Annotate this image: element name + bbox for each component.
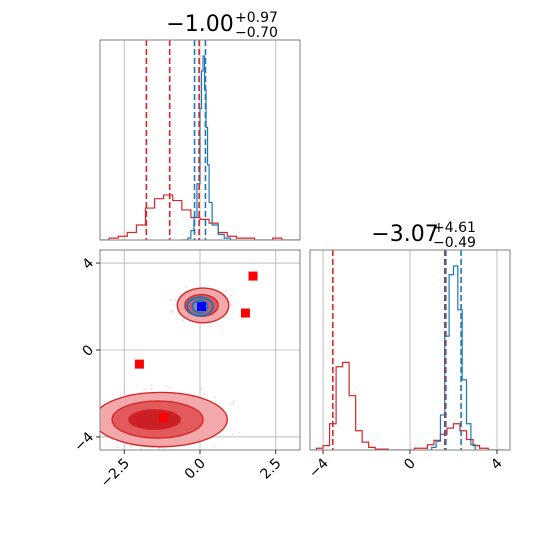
scatter-point	[174, 298, 177, 301]
scatter-point	[163, 447, 166, 450]
scatter-point	[82, 410, 84, 412]
best-fit-marker-4	[197, 302, 207, 312]
scatter-point	[238, 431, 241, 434]
scatter-point	[140, 447, 143, 449]
scatter-point	[225, 289, 227, 292]
title-upper-right: +4.61	[433, 220, 476, 236]
scatter-point	[214, 396, 216, 399]
title-lower-top: −0.70	[235, 25, 278, 41]
scatter-point	[231, 303, 233, 306]
scatter-point	[225, 314, 227, 317]
scatter-point	[130, 446, 133, 449]
scatter-point	[86, 407, 88, 409]
y-tick-label-contour-1: 0	[80, 342, 98, 360]
marks-contour	[82, 271, 258, 450]
hist-series-right-0	[310, 361, 506, 450]
y-tick-label-contour-0: −4	[71, 429, 97, 455]
y-tick-label-contour-2: 4	[80, 255, 98, 273]
x-tick-label-contour-0: −2.5	[98, 456, 133, 491]
scatter-point	[165, 385, 168, 388]
scatter-point	[170, 298, 173, 301]
blue-contour-0	[186, 296, 214, 317]
panel-title-right: −3.07	[371, 222, 438, 247]
title-lower-right: −0.49	[433, 235, 476, 251]
x-tick-label-right-0: −4	[306, 455, 332, 481]
marks-top	[100, 40, 300, 240]
best-fit-marker-1	[240, 308, 250, 318]
panel-title-top: −1.00	[166, 12, 233, 37]
scatter-point	[83, 426, 85, 428]
scatter-point	[203, 393, 205, 395]
hist-series-right-1	[427, 265, 480, 450]
title-value-top: −1.00	[166, 12, 233, 37]
x-ticks-contour: −2.5 0.0 2.5	[98, 450, 285, 491]
scatter-point	[232, 399, 235, 402]
scatter-point	[143, 388, 146, 391]
title-upper-top: +0.97	[235, 10, 278, 26]
scatter-point	[169, 386, 172, 389]
best-fit-marker-2	[134, 359, 144, 369]
grid-right	[322, 250, 498, 450]
contour-panel: −2.5 0.0 2.5 −4 0 4	[71, 249, 301, 491]
scatter-point	[150, 388, 152, 390]
scatter-point	[116, 446, 119, 449]
scatter-point	[170, 310, 172, 313]
frame-top	[99, 39, 301, 241]
scatter-point	[150, 384, 153, 387]
scatter-point	[200, 387, 203, 390]
histogram-panel-right: −4 0 4 −3.07 +4.61 −0.49	[306, 220, 511, 481]
x-tick-label-right-2: 4	[488, 455, 506, 473]
x-ticks-right: −4 0 4	[306, 450, 506, 481]
x-tick-label-right-1: 0	[401, 456, 419, 474]
x-tick-label-contour-1: 0.0	[182, 456, 209, 483]
scatter-point	[174, 304, 176, 307]
scatter-point	[232, 402, 235, 405]
scatter-point	[94, 417, 96, 419]
red-contour-2	[128, 409, 182, 431]
scatter-point	[231, 433, 234, 435]
y-ticks-contour: −4 0 4	[71, 255, 100, 455]
scatter-point	[185, 286, 188, 288]
scatter-point	[158, 447, 161, 449]
histogram-panel-top: −1.00 +0.97 −0.70	[99, 10, 301, 241]
scatter-point	[209, 325, 212, 328]
scatter-point	[213, 445, 216, 448]
best-fit-marker-0	[248, 271, 258, 281]
scatter-point	[229, 294, 232, 297]
scatter-point	[182, 319, 184, 322]
marks-right	[310, 250, 506, 450]
hist-series-top-0	[100, 194, 300, 240]
hist-series-top-1	[181, 55, 237, 240]
x-tick-label-contour-2: 2.5	[258, 456, 285, 483]
best-fit-marker-3	[159, 412, 169, 422]
scatter-point	[231, 403, 233, 405]
scatter-point	[130, 444, 132, 447]
title-value-right: −3.07	[371, 222, 438, 247]
